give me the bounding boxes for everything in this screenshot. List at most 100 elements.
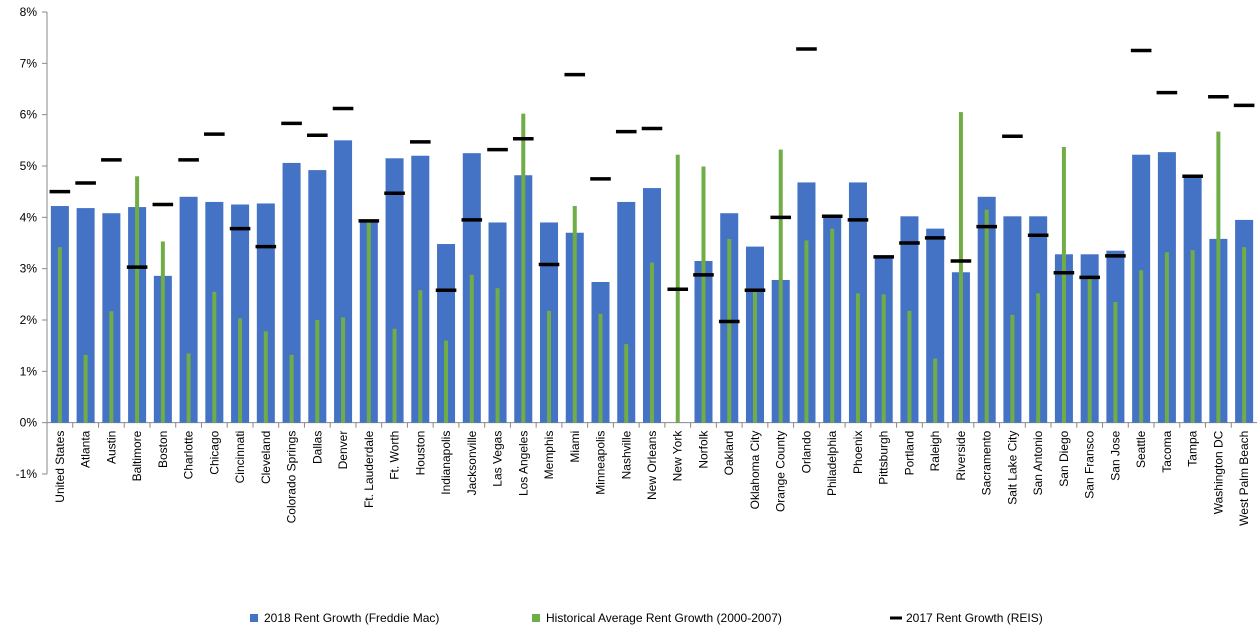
legend-label: 2018 Rent Growth (Freddie Mac)	[264, 611, 439, 625]
y-tick-label: 1%	[20, 364, 38, 378]
x-tick-label: San Antonio	[1031, 430, 1045, 495]
legend-label: Historical Average Rent Growth (2000-200…	[546, 611, 782, 625]
thin-bar	[315, 320, 320, 423]
x-tick-label: Salt Lake City	[1005, 431, 1019, 505]
y-tick-label: 4%	[20, 210, 38, 224]
thin-bar	[830, 228, 835, 423]
bar	[334, 140, 353, 423]
x-tick-label: Cincinnati	[233, 431, 247, 484]
thin-bar	[212, 291, 217, 423]
x-tick-label: Orange County	[774, 431, 788, 512]
x-tick-label: Portland	[902, 431, 916, 476]
x-tick-label: Oakland	[722, 431, 736, 476]
x-tick-label: Las Vegas	[491, 431, 505, 487]
legend-label: 2017 Rent Growth (REIS)	[906, 611, 1043, 625]
thin-bar	[907, 310, 912, 423]
bar	[385, 158, 404, 423]
thin-bar	[572, 206, 577, 423]
thin-bar	[57, 247, 62, 423]
x-tick-label: Tacoma	[1160, 430, 1174, 472]
y-tick-label: 8%	[20, 5, 38, 19]
thin-bar	[958, 112, 963, 423]
x-tick-label: Baltimore	[130, 430, 144, 481]
thin-bar	[109, 311, 114, 423]
x-tick-label: Colorado Springs	[285, 431, 299, 524]
x-tick-label: New York	[671, 430, 685, 482]
thin-bar	[1164, 252, 1169, 423]
x-tick-label: West Palm Beach	[1237, 431, 1251, 526]
thin-bar	[418, 290, 423, 423]
x-tick-label: Minneapolis	[594, 431, 608, 495]
x-tick-label: San Jose	[1108, 430, 1122, 480]
legend-swatch	[532, 614, 540, 622]
thin-bar	[263, 331, 268, 423]
x-tick-label: Seattle	[1134, 430, 1148, 468]
x-tick-label: Sacramento	[980, 430, 994, 495]
thin-bar	[495, 288, 500, 423]
thin-bar	[752, 289, 757, 423]
thin-bar	[933, 358, 938, 423]
thin-bar	[186, 353, 191, 423]
x-tick-label: Norfolk	[696, 430, 710, 469]
x-tick-label: Phoenix	[851, 431, 865, 474]
x-tick-label: Austin	[104, 431, 118, 464]
x-tick-label: Denver	[336, 431, 350, 470]
thin-bar	[984, 209, 989, 423]
x-tick-label: Nashville	[619, 430, 633, 479]
bar	[76, 208, 95, 423]
bar	[231, 204, 250, 423]
x-tick-label: Tampa	[1186, 430, 1200, 466]
bar	[617, 201, 636, 423]
y-tick-label: -1%	[16, 467, 38, 481]
y-tick-label: 2%	[20, 313, 38, 327]
x-tick-label: Ft. Lauderdale	[362, 430, 376, 508]
thin-bar	[881, 294, 886, 423]
x-tick-label: Jacksonville	[465, 430, 479, 495]
thin-bar	[521, 113, 526, 423]
thin-bar	[1139, 270, 1144, 423]
y-tick-label: 7%	[20, 56, 38, 70]
x-tick-label: Dallas	[310, 431, 324, 464]
bar	[256, 203, 275, 423]
x-tick-label: Memphis	[542, 431, 556, 480]
x-tick-label: Los Angeles	[516, 431, 530, 496]
thin-bar	[1061, 147, 1066, 423]
x-tick-label: Chicago	[207, 430, 221, 474]
thin-bar	[855, 293, 860, 423]
thin-bar	[238, 318, 243, 423]
thin-bar	[727, 238, 732, 423]
thin-bar	[1190, 250, 1195, 423]
x-tick-label: Washington DC	[1211, 430, 1225, 514]
x-tick-label: Miami	[568, 431, 582, 463]
bar	[179, 196, 198, 423]
x-tick-label: Boston	[156, 431, 170, 468]
thin-bar	[624, 344, 629, 423]
thin-bar	[392, 328, 397, 423]
x-tick-label: Riverside	[954, 430, 968, 480]
thin-bar	[1010, 314, 1015, 423]
x-tick-label: Houston	[413, 431, 427, 476]
thin-bar	[701, 166, 706, 423]
x-tick-label: United States	[53, 431, 67, 503]
thin-bar	[135, 176, 140, 423]
y-tick-label: 3%	[20, 262, 38, 276]
thin-bar	[444, 340, 449, 423]
thin-bar	[469, 274, 474, 423]
x-tick-label: Oklahoma City	[748, 431, 762, 510]
x-tick-label: Raleigh	[928, 431, 942, 472]
bar	[411, 155, 430, 423]
thin-bar	[366, 222, 371, 423]
thin-bar	[160, 241, 165, 423]
thin-bar	[341, 317, 346, 423]
x-tick-label: Charlotte	[182, 430, 196, 479]
thin-bar	[598, 313, 603, 423]
thin-bar	[1242, 247, 1247, 423]
y-tick-label: 5%	[20, 159, 38, 173]
thin-bar	[1036, 293, 1041, 423]
thin-bar	[1216, 131, 1221, 423]
x-tick-label: Orlando	[799, 430, 813, 473]
thin-bar	[804, 240, 809, 423]
thin-bar	[650, 262, 654, 423]
y-tick-label: 0%	[20, 416, 38, 430]
